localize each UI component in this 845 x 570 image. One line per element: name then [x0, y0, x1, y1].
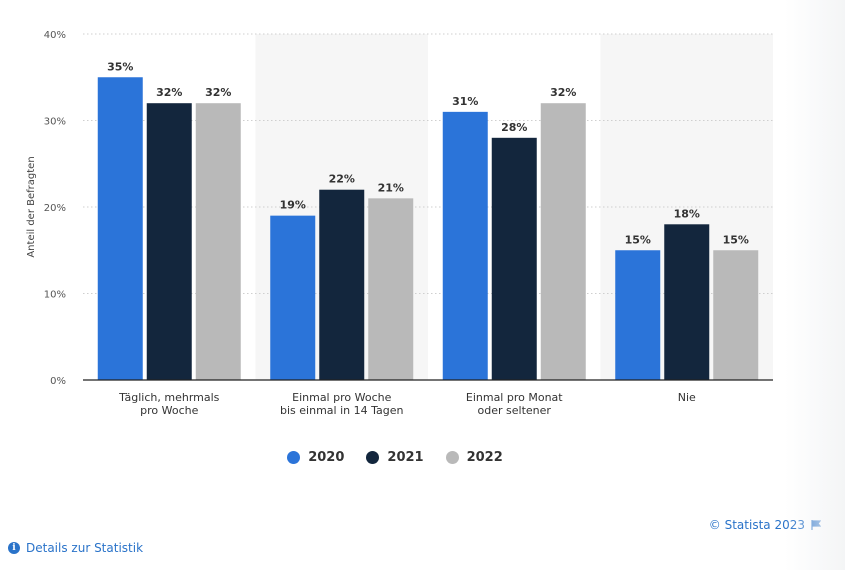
data-label-2022: 21%	[378, 181, 404, 194]
data-label-2021: 22%	[329, 173, 355, 186]
y-tick-label: 0%	[50, 376, 66, 387]
x-tick-label: oder seltener	[478, 404, 552, 417]
details-link-label: Details zur Statistik	[26, 541, 144, 555]
x-tick-label: Einmal pro Monat	[466, 391, 563, 404]
x-tick-label: Nie	[678, 391, 696, 404]
legend-marker-2020	[287, 451, 301, 464]
chart: 0% 10% 20% 30% 40% Anteil der Befragten 35% 19%…	[26, 30, 773, 417]
details-link[interactable]: i Details zur Statistik	[8, 541, 143, 555]
bar-2020	[615, 250, 661, 380]
info-icon: i	[8, 542, 20, 554]
legend-marker-2021	[366, 451, 380, 464]
y-tick-label: 20%	[44, 203, 66, 214]
y-tick-label: 40%	[44, 30, 66, 41]
bar-2022	[713, 250, 759, 380]
bar-2022	[368, 198, 414, 380]
legend-label-2021: 2021	[387, 450, 424, 465]
bar-2021	[664, 224, 710, 380]
data-label-2020: 15%	[625, 233, 651, 246]
data-label-2022: 32%	[205, 86, 231, 99]
y-axis-title: Anteil der Befragten	[26, 156, 37, 257]
legend: 2020 2021 2022	[0, 450, 790, 465]
bar-2021	[319, 189, 365, 380]
chart-svg: 0% 10% 20% 30% 40% Anteil der Befragten 35% 19%…	[26, 30, 773, 417]
data-label-2020: 35%	[107, 60, 133, 73]
data-label-2021: 32%	[156, 86, 182, 99]
legend-label-2020: 2020	[308, 450, 345, 465]
legend-item-2020[interactable]: 2020	[287, 450, 344, 465]
data-label-2021: 28%	[501, 121, 527, 134]
legend-label-2022: 2022	[466, 450, 503, 465]
bar-2021	[491, 137, 537, 380]
x-tick-label: Täglich, mehrmals	[118, 391, 220, 404]
data-label-2022: 32%	[550, 86, 576, 99]
bar-2020	[270, 215, 316, 380]
edge-shadow	[785, 0, 845, 570]
data-label-2021: 18%	[674, 207, 700, 220]
bar-2020	[97, 77, 143, 380]
bar-2021	[146, 103, 192, 380]
legend-item-2022[interactable]: 2022	[445, 450, 503, 465]
y-tick-label: 10%	[44, 290, 66, 301]
y-tick-label: 30%	[44, 117, 66, 128]
credit-text: © Statista 2023	[708, 518, 805, 532]
legend-item-2021[interactable]: 2021	[366, 450, 424, 465]
data-label-2020: 19%	[280, 199, 306, 212]
bar-2022	[195, 103, 241, 380]
data-label-2020: 31%	[452, 95, 478, 108]
bar-2022	[540, 103, 586, 380]
data-label-2022: 15%	[723, 233, 749, 246]
x-tick-label: pro Woche	[140, 404, 198, 417]
x-tick-label: Einmal pro Woche	[292, 391, 391, 404]
x-tick-label: bis einmal in 14 Tagen	[280, 404, 403, 417]
bar-2020	[442, 111, 488, 380]
legend-marker-2022	[445, 451, 459, 464]
